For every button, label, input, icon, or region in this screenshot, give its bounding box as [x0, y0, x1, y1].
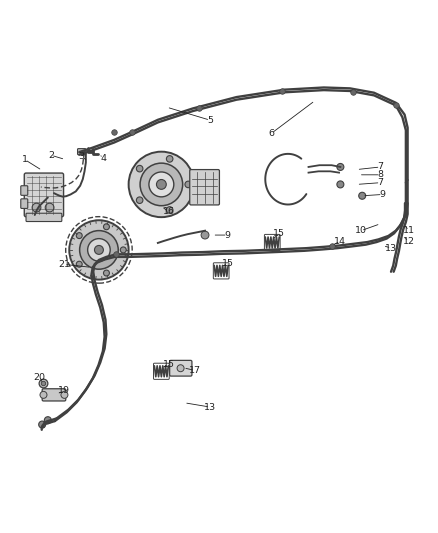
Circle shape	[201, 231, 209, 239]
Circle shape	[61, 391, 68, 398]
Circle shape	[166, 207, 173, 213]
FancyBboxPatch shape	[24, 173, 64, 217]
Circle shape	[337, 164, 344, 171]
Circle shape	[76, 232, 82, 239]
Circle shape	[39, 421, 46, 428]
Text: 1: 1	[22, 155, 28, 164]
FancyBboxPatch shape	[170, 360, 192, 376]
Text: 4: 4	[100, 154, 106, 163]
Text: 13: 13	[204, 402, 216, 411]
FancyBboxPatch shape	[78, 149, 86, 155]
Circle shape	[140, 163, 183, 206]
Circle shape	[185, 181, 191, 188]
Text: 16: 16	[163, 207, 175, 216]
Circle shape	[103, 224, 110, 230]
Circle shape	[177, 365, 184, 372]
Text: 11: 11	[403, 226, 415, 235]
Circle shape	[129, 152, 194, 217]
Circle shape	[41, 381, 46, 386]
Text: 2: 2	[48, 151, 54, 160]
Circle shape	[76, 261, 82, 267]
Circle shape	[69, 220, 129, 280]
Circle shape	[136, 197, 143, 204]
Circle shape	[166, 156, 173, 162]
Text: 14: 14	[334, 237, 346, 246]
Text: 6: 6	[268, 129, 274, 138]
Circle shape	[39, 379, 48, 388]
Circle shape	[44, 417, 51, 424]
Text: 9: 9	[380, 190, 386, 199]
FancyBboxPatch shape	[42, 389, 66, 401]
Circle shape	[156, 180, 166, 189]
FancyBboxPatch shape	[26, 213, 62, 222]
Text: 15: 15	[273, 229, 285, 238]
Circle shape	[359, 192, 366, 199]
Circle shape	[136, 165, 143, 172]
Circle shape	[80, 231, 118, 269]
Text: 13: 13	[385, 244, 398, 253]
Text: 20: 20	[33, 373, 45, 382]
Text: 7: 7	[378, 178, 384, 187]
FancyBboxPatch shape	[21, 199, 28, 208]
Circle shape	[88, 239, 110, 261]
FancyBboxPatch shape	[21, 185, 28, 195]
Circle shape	[337, 181, 344, 188]
Text: 21: 21	[58, 260, 70, 269]
Text: 19: 19	[58, 386, 70, 395]
Text: 12: 12	[403, 237, 415, 246]
Text: 5: 5	[207, 116, 213, 125]
Text: 15: 15	[222, 259, 234, 268]
Text: 15: 15	[163, 360, 175, 369]
Text: 9: 9	[225, 231, 231, 239]
Text: 7: 7	[378, 163, 384, 172]
FancyBboxPatch shape	[190, 169, 219, 205]
Circle shape	[120, 247, 126, 253]
Circle shape	[149, 172, 174, 197]
Text: 8: 8	[378, 171, 384, 179]
Circle shape	[103, 270, 110, 276]
Text: 17: 17	[189, 366, 201, 375]
Circle shape	[95, 246, 103, 254]
Text: 10: 10	[355, 226, 367, 235]
Text: 3: 3	[78, 152, 85, 161]
Circle shape	[32, 203, 41, 212]
Circle shape	[45, 203, 54, 212]
Circle shape	[40, 391, 47, 398]
